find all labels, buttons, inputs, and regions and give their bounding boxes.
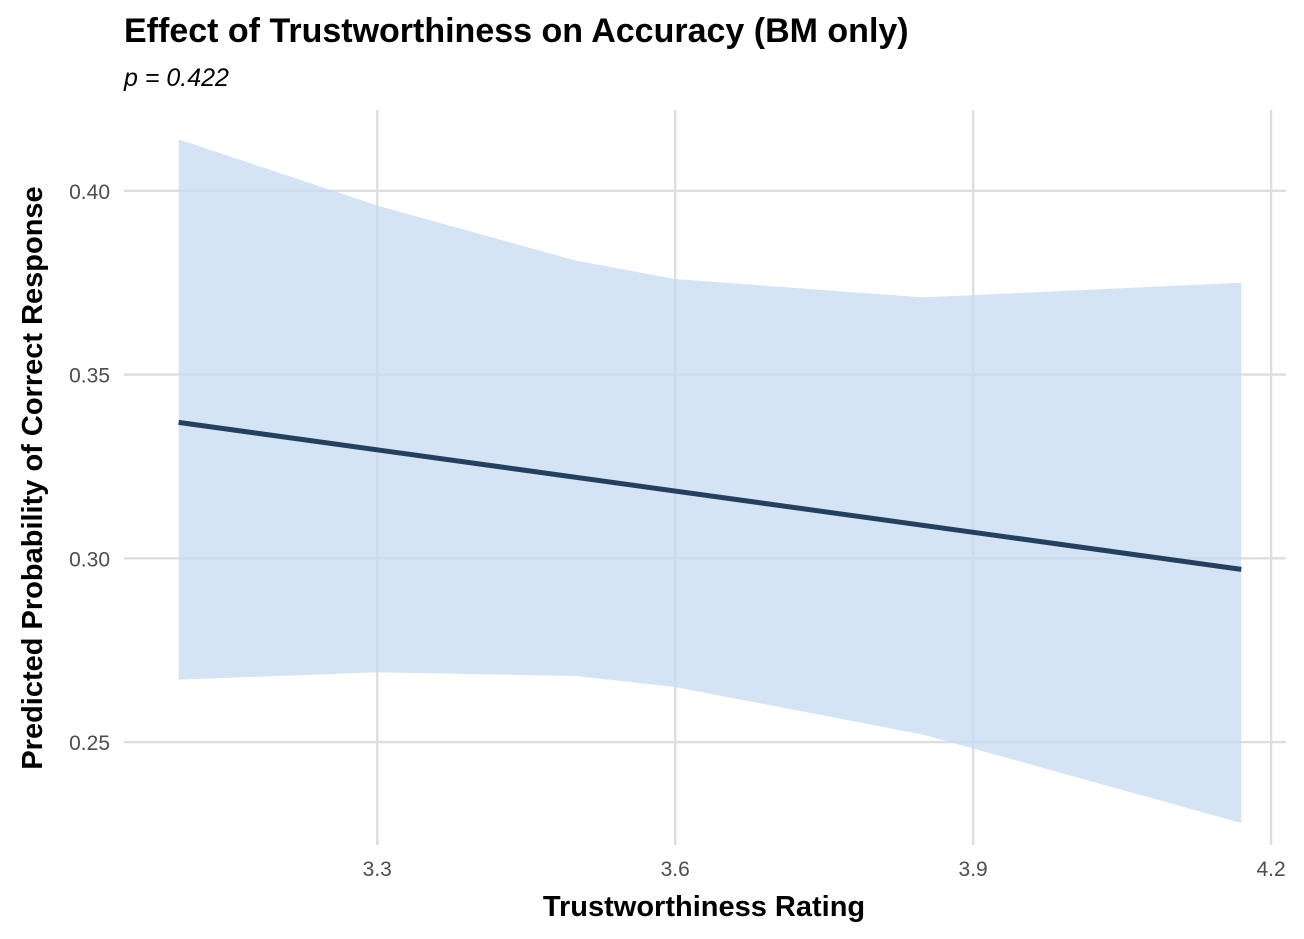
y-tick-label: 0.40: [69, 181, 110, 204]
y-tick-label: 0.25: [69, 732, 110, 755]
fit-line: [178, 419, 1242, 572]
x-tick-label: 3.3: [363, 858, 392, 881]
confidence-ribbon: [178, 139, 1242, 823]
y-tick-label: 0.35: [69, 365, 110, 388]
x-tick-label: 3.6: [661, 858, 690, 881]
x-tick-labels: 3.3 3.6 3.9 4.2: [363, 858, 1286, 881]
y-axis-label: Predicted Probability of Correct Respons…: [17, 186, 49, 769]
x-axis-label: Trustworthiness Rating: [543, 891, 865, 923]
chart-subtitle: p = 0.422: [124, 64, 229, 92]
chart-title: Effect of Trustworthiness on Accuracy (B…: [124, 12, 909, 50]
x-tick-label: 3.9: [959, 858, 988, 881]
x-tick-label: 4.2: [1257, 858, 1286, 881]
y-tick-label: 0.30: [69, 548, 110, 571]
fit-line-layer: [178, 419, 1242, 572]
y-tick-labels: 0.25 0.30 0.35 0.40: [69, 181, 110, 755]
confidence-band: [178, 139, 1242, 823]
